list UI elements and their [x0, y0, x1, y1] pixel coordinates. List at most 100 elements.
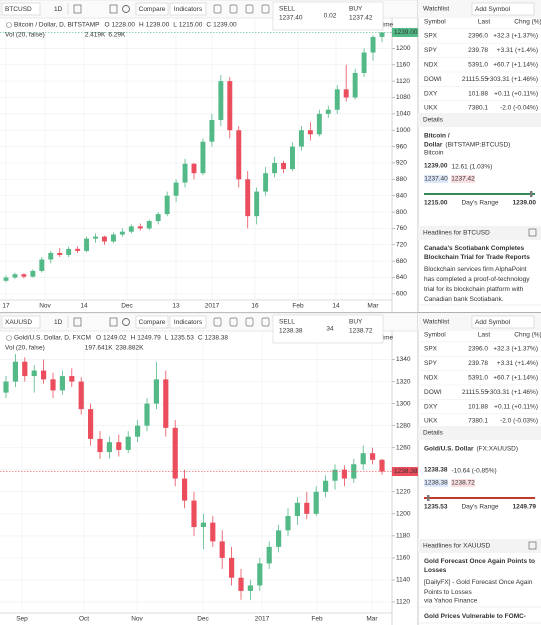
- candle-body: [69, 376, 75, 382]
- candle-body: [182, 478, 188, 501]
- y-tick-label: 1260: [396, 444, 411, 451]
- candle-body: [31, 370, 37, 377]
- row-last: 7380.1: [468, 418, 488, 425]
- row-symbol[interactable]: NDX: [424, 62, 438, 69]
- row-symbol[interactable]: SPX: [424, 346, 438, 353]
- tool-icon[interactable]: [213, 4, 222, 14]
- day-low: 1235.53: [424, 504, 448, 511]
- compare-button[interactable]: [135, 315, 169, 329]
- bars-icon[interactable]: [73, 4, 82, 14]
- candle-body: [238, 577, 244, 591]
- gear-icon[interactable]: [109, 317, 118, 327]
- buy-price[interactable]: 1238.72: [349, 328, 373, 335]
- candle-body: [227, 81, 233, 131]
- row-symbol[interactable]: DOWI: [424, 76, 442, 83]
- tool-icon[interactable]: [261, 4, 270, 14]
- ask-box: [451, 175, 475, 183]
- tool-icon[interactable]: [229, 4, 238, 14]
- y-tick-label: 1040: [396, 111, 411, 118]
- details-title: Details: [423, 117, 444, 124]
- row-change: +303.31 (+1.46%): [486, 389, 538, 396]
- candle-body: [102, 236, 107, 242]
- candle-body: [22, 361, 28, 377]
- candle-body: [30, 270, 36, 277]
- candle-body: [334, 89, 340, 110]
- x-tick-label: 2017: [255, 616, 270, 623]
- settings-icon[interactable]: [122, 5, 130, 13]
- headlines-header: [418, 226, 541, 240]
- x-tick-label: Nov: [39, 303, 51, 310]
- bid-box: [424, 479, 448, 487]
- buy-price[interactable]: 1237.42: [349, 15, 373, 22]
- compare-button[interactable]: [135, 2, 169, 16]
- candle-body: [343, 89, 349, 98]
- y-tick-label: 1280: [396, 422, 411, 429]
- row-change: -2.0 (-0.03%): [500, 418, 538, 425]
- bars-icon[interactable]: [73, 317, 82, 327]
- candle-body: [39, 259, 45, 271]
- candle-body: [236, 130, 242, 180]
- candle-body: [75, 248, 81, 251]
- candle-body: [155, 214, 161, 222]
- text-line: Points to Losses: [424, 589, 472, 596]
- y-tick-label: 1220: [396, 488, 411, 495]
- expand-icon[interactable]: [528, 541, 537, 550]
- settings-icon[interactable]: [122, 318, 130, 326]
- row-symbol[interactable]: UKX: [424, 105, 438, 112]
- symbol-input[interactable]: [1, 315, 41, 329]
- candle-body: [97, 438, 103, 453]
- text-line: Blockchain Trial for Trade Reports: [424, 254, 530, 261]
- sell-price[interactable]: 1237.40: [279, 15, 303, 22]
- y-tick-label: 1200: [396, 511, 411, 518]
- tool-icon[interactable]: [229, 317, 238, 327]
- candle-body: [182, 163, 188, 183]
- add-symbol-input[interactable]: [471, 315, 535, 329]
- tool-icon[interactable]: [213, 317, 222, 327]
- buy-label[interactable]: BUY: [349, 6, 363, 13]
- row-symbol[interactable]: SPX: [424, 33, 438, 40]
- add-symbol: Add Symbol: [475, 319, 511, 326]
- row-symbol[interactable]: SPY: [424, 47, 438, 54]
- legend-name: Gold/U.S. Dollar, D, FXCM: [14, 335, 91, 342]
- instrument-category: Bitcoin: [424, 150, 444, 157]
- row-symbol[interactable]: NDX: [424, 375, 438, 382]
- row-symbol[interactable]: DOWI: [424, 389, 442, 396]
- sell-price[interactable]: 1238.38: [279, 328, 303, 335]
- row-last: 5391.0: [468, 62, 488, 69]
- add-symbol-input[interactable]: [471, 2, 535, 16]
- row-change: -2.0 (-0.04%): [500, 105, 538, 112]
- expand-icon[interactable]: [528, 228, 537, 237]
- y-tick-label: 1180: [396, 533, 410, 540]
- headlines-title: Headlines for XAUUSD: [423, 543, 490, 550]
- row-symbol[interactable]: DXY: [424, 90, 438, 97]
- row-symbol[interactable]: SPY: [424, 360, 438, 367]
- volume-value: 2.419K: [85, 32, 106, 39]
- ohlc-key: C: [198, 335, 203, 342]
- column-header: Symbol: [424, 332, 446, 339]
- row-symbol[interactable]: DXY: [424, 403, 438, 410]
- symbol-input[interactable]: [1, 2, 41, 16]
- candle-body: [48, 252, 54, 260]
- interval[interactable]: 1D: [54, 6, 63, 13]
- row-last: 2396.0: [468, 346, 488, 353]
- gear-icon[interactable]: [109, 4, 118, 14]
- tool-icon[interactable]: [245, 4, 254, 14]
- ohlc-key: H: [131, 335, 136, 342]
- interval[interactable]: 1D: [54, 319, 63, 326]
- volume-name: Vol (20, false): [5, 32, 45, 39]
- indicators-button[interactable]: [169, 315, 207, 329]
- buy-label[interactable]: BUY: [349, 319, 363, 326]
- candle-body: [290, 146, 295, 170]
- watchlist-title: Watchlist: [423, 319, 449, 326]
- tool-icon[interactable]: [261, 317, 270, 327]
- indicators-button[interactable]: [169, 2, 207, 16]
- sell-label[interactable]: SELL: [279, 6, 295, 13]
- row-symbol[interactable]: UKX: [424, 418, 438, 425]
- candle-body: [66, 248, 72, 255]
- sell-label[interactable]: SELL: [279, 319, 295, 326]
- spread: 0.02: [324, 13, 337, 20]
- tool-icon[interactable]: [245, 317, 254, 327]
- x-tick-label: 2017: [205, 303, 220, 310]
- candle-body: [78, 381, 84, 410]
